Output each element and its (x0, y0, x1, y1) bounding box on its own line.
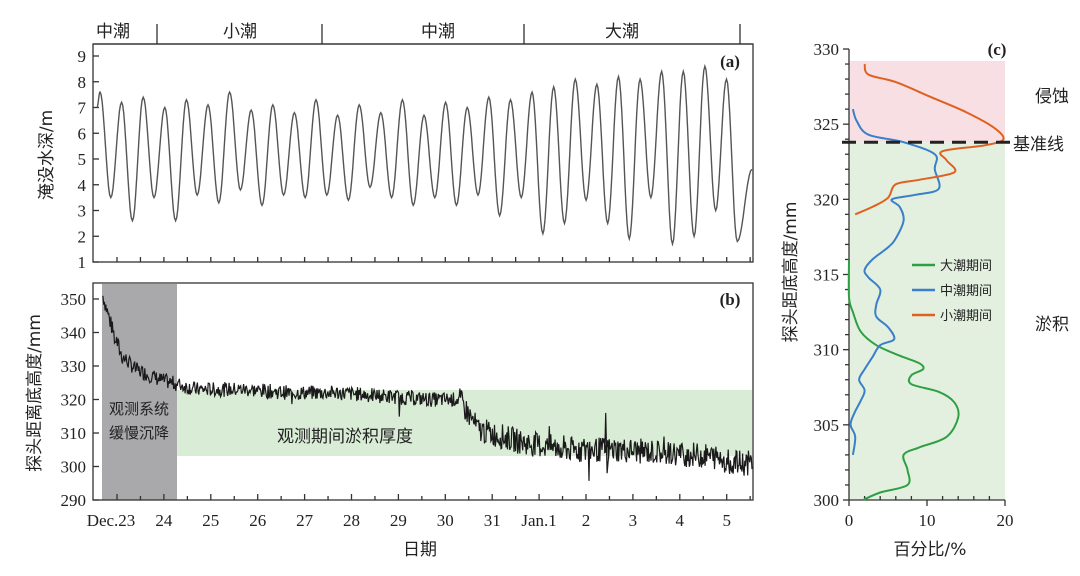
settlement-region (102, 284, 177, 500)
panel-label-c: (c) (988, 40, 1007, 59)
phase-label-spring: 大潮 (605, 22, 639, 42)
y-axis-b: 290 300 310 320 330 340 350 (61, 290, 99, 510)
settlement-note-line1: 观测系统 (109, 400, 169, 418)
panel-c: 300 305 310 315 320 325 330 0 10 20 (c) 侵蚀 基准线 淤… (781, 40, 1069, 560)
x-tick-label: 4 (676, 511, 685, 530)
y-tick-label: 300 (61, 458, 87, 477)
settlement-note-line2: 缓慢沉降 (109, 424, 169, 442)
y-tick-label: 325 (814, 115, 840, 134)
legend-label-mid: 中潮期间 (940, 284, 992, 299)
phase-label-mid-1: 中潮 (96, 22, 130, 42)
x-tick-label: 0 (845, 511, 854, 530)
y-tick-label: 1 (78, 253, 87, 272)
x-tick-label: 26 (249, 511, 266, 530)
distribution-lines (847, 63, 1005, 501)
y-tick-label: 330 (814, 40, 840, 59)
y-tick-label: 315 (814, 266, 840, 285)
panel-a: 中潮 小潮 中潮 大潮 1 2 3 4 5 6 7 8 9 (a) 淹没水深/m (37, 22, 754, 272)
erosion-region (849, 61, 1005, 143)
probe-height-line (102, 295, 753, 481)
x-tick-label: 31 (484, 511, 501, 530)
phase-label-mid-2: 中潮 (421, 22, 455, 42)
y-tick-label: 350 (61, 290, 87, 309)
y-tick-label: 320 (814, 190, 840, 209)
x-tick-label: Dec.23 (87, 511, 136, 530)
y-tick-label: 305 (814, 416, 840, 435)
x-tick-label: 20 (997, 511, 1014, 530)
phase-label-neap: 小潮 (223, 22, 257, 42)
y-tick-label: 9 (78, 47, 87, 66)
y-axis-a: 1 2 3 4 5 6 7 8 9 (78, 47, 99, 272)
water-depth-line (96, 63, 753, 247)
deposition-region (177, 390, 752, 456)
erosion-label: 侵蚀 (1035, 87, 1069, 107)
x-axis-b: Dec.23 24 25 26 27 28 29 30 31 Jan.1 2 3 4 5 (87, 494, 751, 530)
y-tick-label: 320 (61, 391, 87, 410)
y-axis-title-a: 淹没水深/m (37, 110, 57, 200)
y-axis-title-b: 探头距离底高度/mm (25, 314, 45, 472)
x-tick-label: Jan.1 (521, 511, 556, 530)
deposition-label: 淤积 (1035, 315, 1069, 335)
y-tick-label: 5 (78, 150, 87, 169)
y-tick-label: 3 (78, 202, 87, 221)
x-axis-c: 0 10 20 (845, 496, 1014, 530)
x-tick-label: 25 (202, 511, 219, 530)
x-tick-label: 5 (722, 511, 731, 530)
x-axis-title-b: 日期 (403, 540, 437, 560)
y-tick-label: 300 (814, 491, 840, 510)
baseline-label: 基准线 (1013, 135, 1064, 155)
x-tick-label: 3 (629, 511, 638, 530)
y-tick-label: 340 (61, 324, 87, 343)
x-tick-label: 30 (437, 511, 454, 530)
y-tick-label: 310 (61, 424, 87, 443)
y-tick-label: 8 (78, 73, 87, 92)
y-tick-label: 330 (61, 357, 87, 376)
x-tick-label: 2 (582, 511, 591, 530)
y-tick-label: 6 (78, 124, 87, 143)
x-axis-a (116, 257, 751, 262)
legend: 大潮期间 中潮期间 小潮期间 (912, 259, 992, 324)
legend-label-neap: 小潮期间 (940, 309, 992, 324)
tide-phase-header: 中潮 小潮 中潮 大潮 (93, 22, 753, 45)
series-line (849, 108, 941, 456)
x-tick-label: 28 (343, 511, 360, 530)
y-tick-label: 290 (61, 491, 87, 510)
y-axis-title-c: 探头距底高度/mm (781, 202, 801, 343)
y-tick-label: 7 (78, 99, 87, 118)
x-tick-label: 24 (155, 511, 173, 530)
deposition-note: 观测期间淤积厚度 (277, 427, 413, 447)
panel-label-a: (a) (720, 52, 740, 71)
panel-label-b: (b) (720, 290, 741, 309)
y-tick-label: 2 (78, 227, 87, 246)
x-tick-label: 29 (390, 511, 407, 530)
plot-frame-b (92, 282, 754, 501)
series-line (854, 63, 1005, 216)
legend-label-spring: 大潮期间 (940, 259, 992, 274)
x-tick-label: 27 (296, 511, 314, 530)
plot-frame-a (92, 43, 754, 263)
y-axis-c: 300 305 310 315 320 325 330 (814, 40, 850, 510)
deposition-region-c (849, 142, 1005, 500)
series-line (847, 259, 960, 501)
y-tick-label: 310 (814, 341, 840, 360)
x-tick-label: 10 (919, 511, 936, 530)
y-tick-label: 4 (78, 176, 87, 195)
x-axis-title-c: 百分比/% (894, 540, 967, 560)
